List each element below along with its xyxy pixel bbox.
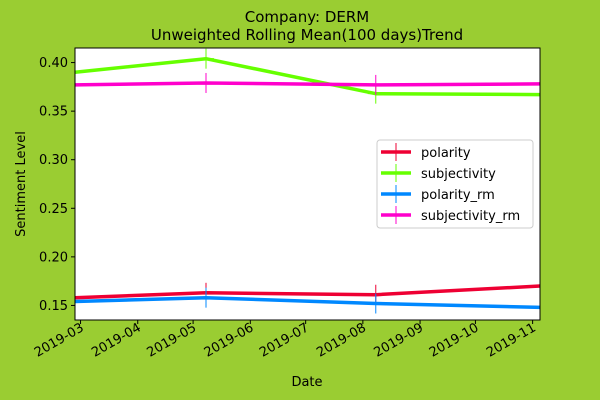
series-line [74, 284, 541, 300]
legend-entry: subjectivity_rm [381, 206, 520, 224]
series-line [74, 295, 541, 310]
x-tick-label: 2019-05 [145, 320, 200, 360]
x-tick-label: 2019-06 [202, 320, 257, 360]
plot-frame [74, 47, 541, 321]
y-tick-label: 0.35 [39, 105, 68, 120]
data-point-marker [198, 287, 215, 308]
data-point-marker [198, 48, 215, 69]
y-tick-label: 0.15 [39, 299, 68, 314]
y-tick-label: 0.25 [39, 202, 68, 217]
legend-label: polarity_rm [421, 188, 495, 203]
x-tick-label: 2019-10 [427, 320, 482, 360]
legend-label: polarity [421, 146, 471, 161]
series-group [74, 48, 541, 314]
legend-label: subjectivity [421, 167, 496, 182]
x-tick-label: 2019-04 [89, 320, 144, 360]
x-axis-label: Date [291, 375, 322, 390]
data-point-marker [198, 72, 215, 93]
series-line [74, 56, 541, 97]
data-point-marker [367, 293, 384, 314]
y-tick-label: 0.30 [39, 153, 68, 168]
x-tick-label: 2019-09 [372, 320, 427, 360]
series-line [74, 81, 541, 87]
chart-title-line1: Company: DERM [245, 8, 369, 26]
y-tick-label: 0.20 [39, 250, 68, 265]
series-subjectivity-rm [74, 72, 541, 95]
y-axis: 0.15 0.20 0.25 0.30 0.35 0.40 [39, 56, 75, 314]
series-polarity-rm [74, 287, 541, 314]
legend-entry: polarity_rm [381, 185, 495, 203]
x-tick-label: 2019-08 [314, 320, 369, 360]
data-point-marker [367, 74, 384, 95]
y-tick-label: 0.40 [39, 56, 68, 71]
legend-box [376, 139, 534, 229]
legend: polarity subjectivity polarity_rm subjectiv… [376, 139, 534, 229]
x-tick-label: 2019-11 [484, 320, 539, 360]
x-tick-label: 2019-07 [257, 320, 312, 360]
legend-label: subjectivity_rm [421, 209, 520, 224]
x-axis: 2019-03 2019-04 2019-05 2019-06 2019-07 2019-… [32, 320, 539, 361]
x-tick-label: 2019-03 [32, 320, 87, 360]
chart-title-line2: Unweighted Rolling Mean(100 days)Trend [151, 26, 463, 44]
y-axis-label: Sentiment Level [14, 131, 29, 237]
legend-entry: subjectivity [381, 164, 496, 182]
legend-entry: polarity [381, 143, 471, 161]
